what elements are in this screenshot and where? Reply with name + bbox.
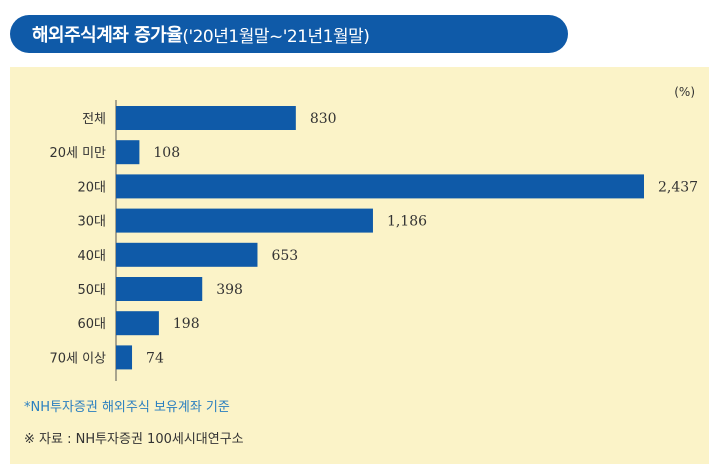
footnote: *NH투자증권 해외주식 보유계좌 기준 bbox=[24, 400, 230, 415]
bar bbox=[116, 345, 133, 370]
value-label: 1,186 bbox=[387, 214, 427, 230]
category-label: 전체 bbox=[82, 112, 106, 127]
value-label: 830 bbox=[310, 111, 337, 127]
bar bbox=[116, 140, 140, 165]
category-label: 60대 bbox=[77, 317, 106, 332]
bar bbox=[116, 208, 373, 233]
category-label: 50대 bbox=[77, 283, 106, 298]
chart-period: ('20년1월말~'21년1월말) bbox=[182, 26, 370, 47]
bar bbox=[116, 106, 296, 130]
bar bbox=[116, 174, 644, 199]
chart-title: 해외주식계좌 증가율 bbox=[32, 25, 183, 46]
category-label: 20대 bbox=[77, 180, 106, 195]
category-label: 70세 이상 bbox=[49, 351, 106, 366]
unit-label: (%) bbox=[674, 85, 695, 99]
value-label: 198 bbox=[173, 316, 200, 332]
bars-group: 전체 830 20세 미만 108 20대 2,437 30대 1,186 40대 653 50대 3… bbox=[49, 106, 698, 370]
chart-title-banner: 해외주식계좌 증가율 ('20년1월말~'21년1월말) bbox=[10, 15, 568, 53]
source-note: ※ 자료 : NH투자증권 100세시대연구소 bbox=[24, 432, 244, 447]
category-label: 30대 bbox=[77, 215, 106, 230]
value-label: 2,437 bbox=[658, 179, 698, 195]
value-label: 398 bbox=[216, 282, 243, 298]
value-label: 74 bbox=[146, 350, 164, 366]
value-label: 108 bbox=[153, 145, 180, 161]
bar bbox=[116, 311, 159, 336]
category-label: 20세 미만 bbox=[49, 146, 106, 161]
bar bbox=[116, 242, 258, 267]
bar bbox=[116, 277, 203, 301]
category-label: 40대 bbox=[77, 249, 106, 264]
value-label: 653 bbox=[271, 248, 298, 264]
